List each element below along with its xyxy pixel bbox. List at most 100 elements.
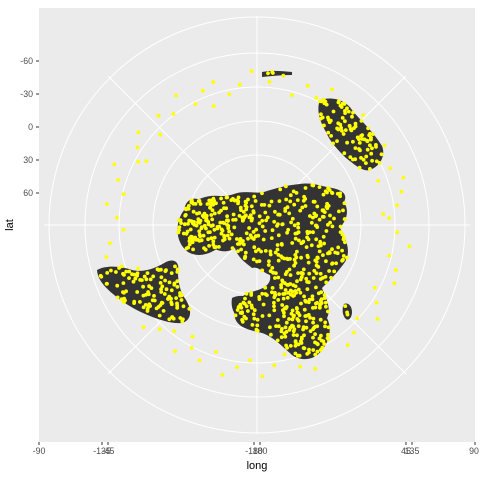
land-data-point — [270, 266, 275, 270]
land-data-point — [312, 199, 317, 204]
y-tick-label: 30 — [23, 155, 33, 165]
data-point — [197, 358, 202, 363]
land-data-point — [315, 255, 320, 260]
land-data-point — [377, 161, 382, 165]
land-data-point — [190, 237, 195, 242]
land-data-point — [283, 325, 288, 330]
land-data-point — [313, 258, 318, 263]
land-data-point — [202, 211, 207, 216]
land-data-point — [227, 236, 232, 241]
land-data-point — [148, 277, 153, 282]
land-data-point — [197, 229, 202, 234]
land-data-point — [310, 294, 315, 299]
land-data-point — [257, 297, 262, 301]
data-point — [361, 113, 365, 117]
data-point — [395, 203, 399, 208]
land-data-point — [227, 229, 232, 234]
land-data-point — [252, 194, 257, 199]
land-data-point — [320, 208, 325, 213]
land-data-point — [369, 151, 374, 156]
land-data-point — [345, 255, 349, 260]
x-tick-label: -90 — [33, 446, 46, 456]
land-data-point — [286, 291, 291, 295]
data-point — [190, 334, 195, 339]
land-data-point — [269, 332, 273, 337]
land-data-point — [269, 236, 274, 241]
land-data-point — [222, 233, 227, 238]
land-data-point — [158, 281, 163, 285]
land-data-point — [272, 219, 277, 224]
data-point — [235, 365, 239, 370]
data-point — [220, 373, 225, 377]
land-data-point — [319, 116, 323, 121]
land-data-point — [265, 215, 270, 220]
land-data-point — [277, 292, 281, 296]
land-data-point — [343, 217, 347, 221]
land-data-point — [311, 320, 315, 325]
land-data-point — [330, 261, 335, 266]
land-australia — [318, 98, 384, 171]
land-data-point — [293, 236, 298, 241]
land-data-point — [318, 271, 323, 276]
land-data-point — [105, 281, 109, 286]
land-data-point — [187, 242, 192, 247]
land-data-point — [305, 253, 310, 258]
land-data-point — [187, 239, 192, 244]
land-data-point — [347, 124, 352, 129]
land-data-point — [345, 106, 349, 111]
x-tick-label: 90 — [469, 446, 479, 456]
land-data-point — [260, 191, 264, 196]
land-data-point — [244, 213, 248, 218]
land-data-point — [209, 213, 214, 217]
land-data-point — [257, 214, 262, 219]
land-data-point — [246, 236, 250, 241]
land-data-point — [127, 276, 131, 280]
land-data-point — [343, 240, 347, 245]
land-data-point — [295, 333, 299, 338]
land-data-point — [340, 129, 344, 133]
land-data-point — [314, 285, 318, 290]
land-data-point — [343, 111, 347, 115]
land-data-point — [238, 239, 242, 243]
land-data-point — [297, 313, 302, 318]
land-data-point — [109, 268, 113, 273]
land-data-point — [369, 137, 373, 142]
land-data-point — [339, 125, 343, 130]
land-data-point — [236, 249, 240, 254]
land-data-point — [280, 303, 285, 307]
land-data-point — [138, 300, 142, 304]
land-data-point — [282, 314, 286, 319]
data-point — [401, 175, 406, 180]
land-data-point — [353, 121, 358, 126]
land-data-point — [215, 225, 220, 229]
land-data-point — [124, 269, 129, 274]
land-data-point — [328, 213, 332, 218]
y-tick-marks — [36, 60, 39, 194]
land-data-point — [263, 249, 268, 253]
land-data-point — [201, 233, 206, 238]
land-data-point — [132, 301, 137, 305]
land-data-point — [338, 122, 343, 127]
land-data-point — [124, 289, 128, 294]
land-data-point — [268, 269, 273, 273]
data-point — [136, 159, 141, 164]
land-data-point — [144, 277, 149, 282]
land-data-point — [285, 230, 289, 235]
land-data-point — [250, 323, 255, 327]
land-data-point — [323, 300, 328, 305]
land-data-point — [177, 228, 181, 233]
land-data-point — [145, 271, 150, 275]
land-data-point — [285, 295, 290, 300]
land-data-point — [173, 264, 177, 269]
land-data-point — [211, 202, 216, 207]
land-data-point — [350, 114, 354, 119]
land-data-point — [320, 345, 325, 350]
land-data-point — [268, 249, 273, 254]
land-data-point — [311, 348, 316, 352]
land-data-point — [105, 271, 110, 275]
land-data-point — [206, 222, 211, 227]
data-point — [272, 363, 277, 368]
land-data-point — [292, 223, 297, 228]
land-data-point — [231, 218, 236, 222]
land-data-point — [298, 290, 303, 295]
